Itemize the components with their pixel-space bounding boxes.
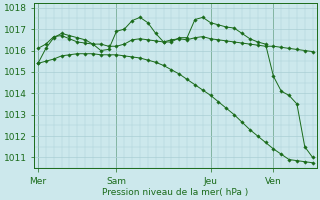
X-axis label: Pression niveau de la mer( hPa ): Pression niveau de la mer( hPa ) [102, 188, 248, 197]
